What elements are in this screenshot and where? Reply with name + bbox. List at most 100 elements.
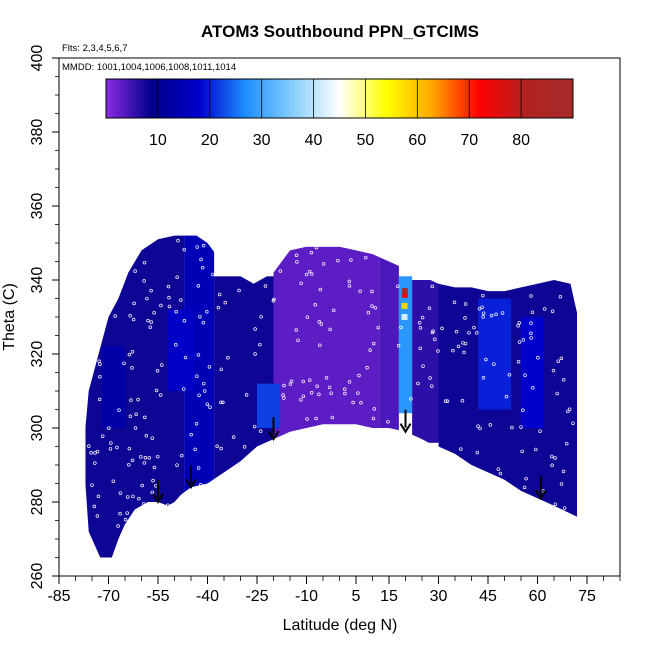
sample-point [571, 421, 575, 425]
sample-point [150, 490, 155, 495]
heatmap-hotspot-cell [401, 291, 408, 298]
sample-point [196, 284, 201, 288]
sample-points [87, 238, 575, 528]
sample-point [175, 275, 179, 280]
heatmap-cell [214, 276, 274, 484]
sample-point [370, 304, 374, 308]
sample-point [149, 288, 153, 293]
sample-point [555, 391, 559, 396]
sample-point [420, 315, 425, 320]
sample-point [416, 381, 420, 386]
sample-point [418, 326, 423, 330]
sample-point [151, 478, 155, 483]
sample-point [396, 343, 401, 348]
sample-point [328, 327, 332, 332]
sample-point [182, 319, 187, 323]
sample-point [351, 400, 355, 405]
sample-point [202, 389, 207, 393]
colorbar-tick-label: 10 [149, 132, 167, 149]
sample-point [174, 343, 178, 347]
sample-point [128, 414, 133, 419]
sample-point [475, 331, 479, 335]
sample-point [406, 269, 411, 273]
sample-point [295, 260, 299, 264]
sample-point [278, 269, 283, 273]
colorbar-tick-label: 30 [253, 132, 271, 149]
sample-point [143, 415, 147, 420]
sample-point [140, 483, 144, 488]
sample-point [440, 326, 444, 331]
sample-point [445, 399, 450, 403]
sample-point [113, 314, 117, 318]
sample-point [318, 287, 323, 292]
sample-point [130, 366, 134, 370]
sample-point [167, 304, 172, 309]
sample-point [462, 350, 466, 355]
sample-point [118, 511, 122, 516]
sample-point [143, 455, 148, 460]
sample-point [310, 272, 314, 276]
sample-point [542, 307, 547, 311]
sample-point [155, 454, 160, 459]
heatmap-cell [101, 346, 125, 428]
heatmap-cell [398, 276, 413, 414]
surface-arrow-head [399, 423, 412, 434]
sample-point [107, 426, 111, 431]
sample-point [522, 485, 527, 490]
sample-point [529, 331, 533, 336]
sample-point [430, 330, 435, 335]
sample-point [314, 245, 319, 250]
sample-point [529, 336, 533, 340]
sample-point [183, 355, 188, 360]
sample-point [127, 446, 132, 451]
sample-point [252, 424, 257, 429]
sample-point [305, 417, 309, 421]
x-tick-label: 30 [430, 588, 448, 605]
sample-point [282, 383, 286, 388]
surface-arrow-head [152, 493, 164, 504]
sample-point [109, 441, 113, 445]
colorbar-labels: 10 20 30 40 50 60 70 80 [149, 132, 530, 149]
sample-point [314, 416, 318, 421]
sample-point [259, 314, 263, 319]
y-tick-label: 360 [29, 193, 46, 220]
sample-point [559, 356, 564, 361]
sample-point [343, 391, 347, 396]
sample-point [365, 365, 369, 370]
sample-point [196, 353, 201, 357]
sample-point [395, 284, 400, 288]
sample-point [208, 405, 212, 409]
sample-point [152, 310, 156, 315]
sample-point [510, 425, 514, 430]
sample-point [516, 324, 520, 328]
sample-point [315, 384, 319, 389]
sample-point [150, 436, 155, 440]
sample-point [481, 315, 485, 319]
sample-point [89, 451, 93, 455]
sample-point [93, 451, 97, 455]
sample-point [536, 356, 540, 360]
sample-point [115, 445, 119, 450]
sample-point [155, 368, 160, 373]
y-tick-label: 280 [29, 489, 46, 516]
sample-point [258, 429, 263, 433]
sample-point [538, 429, 542, 433]
surface-arrows [152, 409, 547, 504]
sample-point [205, 402, 210, 406]
sample-point [96, 494, 101, 498]
sample-point [130, 458, 135, 463]
sample-point [417, 320, 422, 325]
sample-point [117, 408, 121, 412]
y-axis-label: Theta (C) [1, 283, 18, 351]
sample-point [347, 279, 352, 284]
sample-point [373, 305, 378, 310]
sample-point [430, 284, 434, 289]
sample-point [523, 373, 527, 377]
sample-point [564, 441, 569, 446]
y-tick-label: 260 [29, 563, 46, 590]
sample-point [336, 258, 340, 263]
sample-point [130, 350, 135, 354]
sample-point [549, 454, 554, 459]
sample-point [329, 391, 333, 395]
sample-point [347, 284, 352, 288]
